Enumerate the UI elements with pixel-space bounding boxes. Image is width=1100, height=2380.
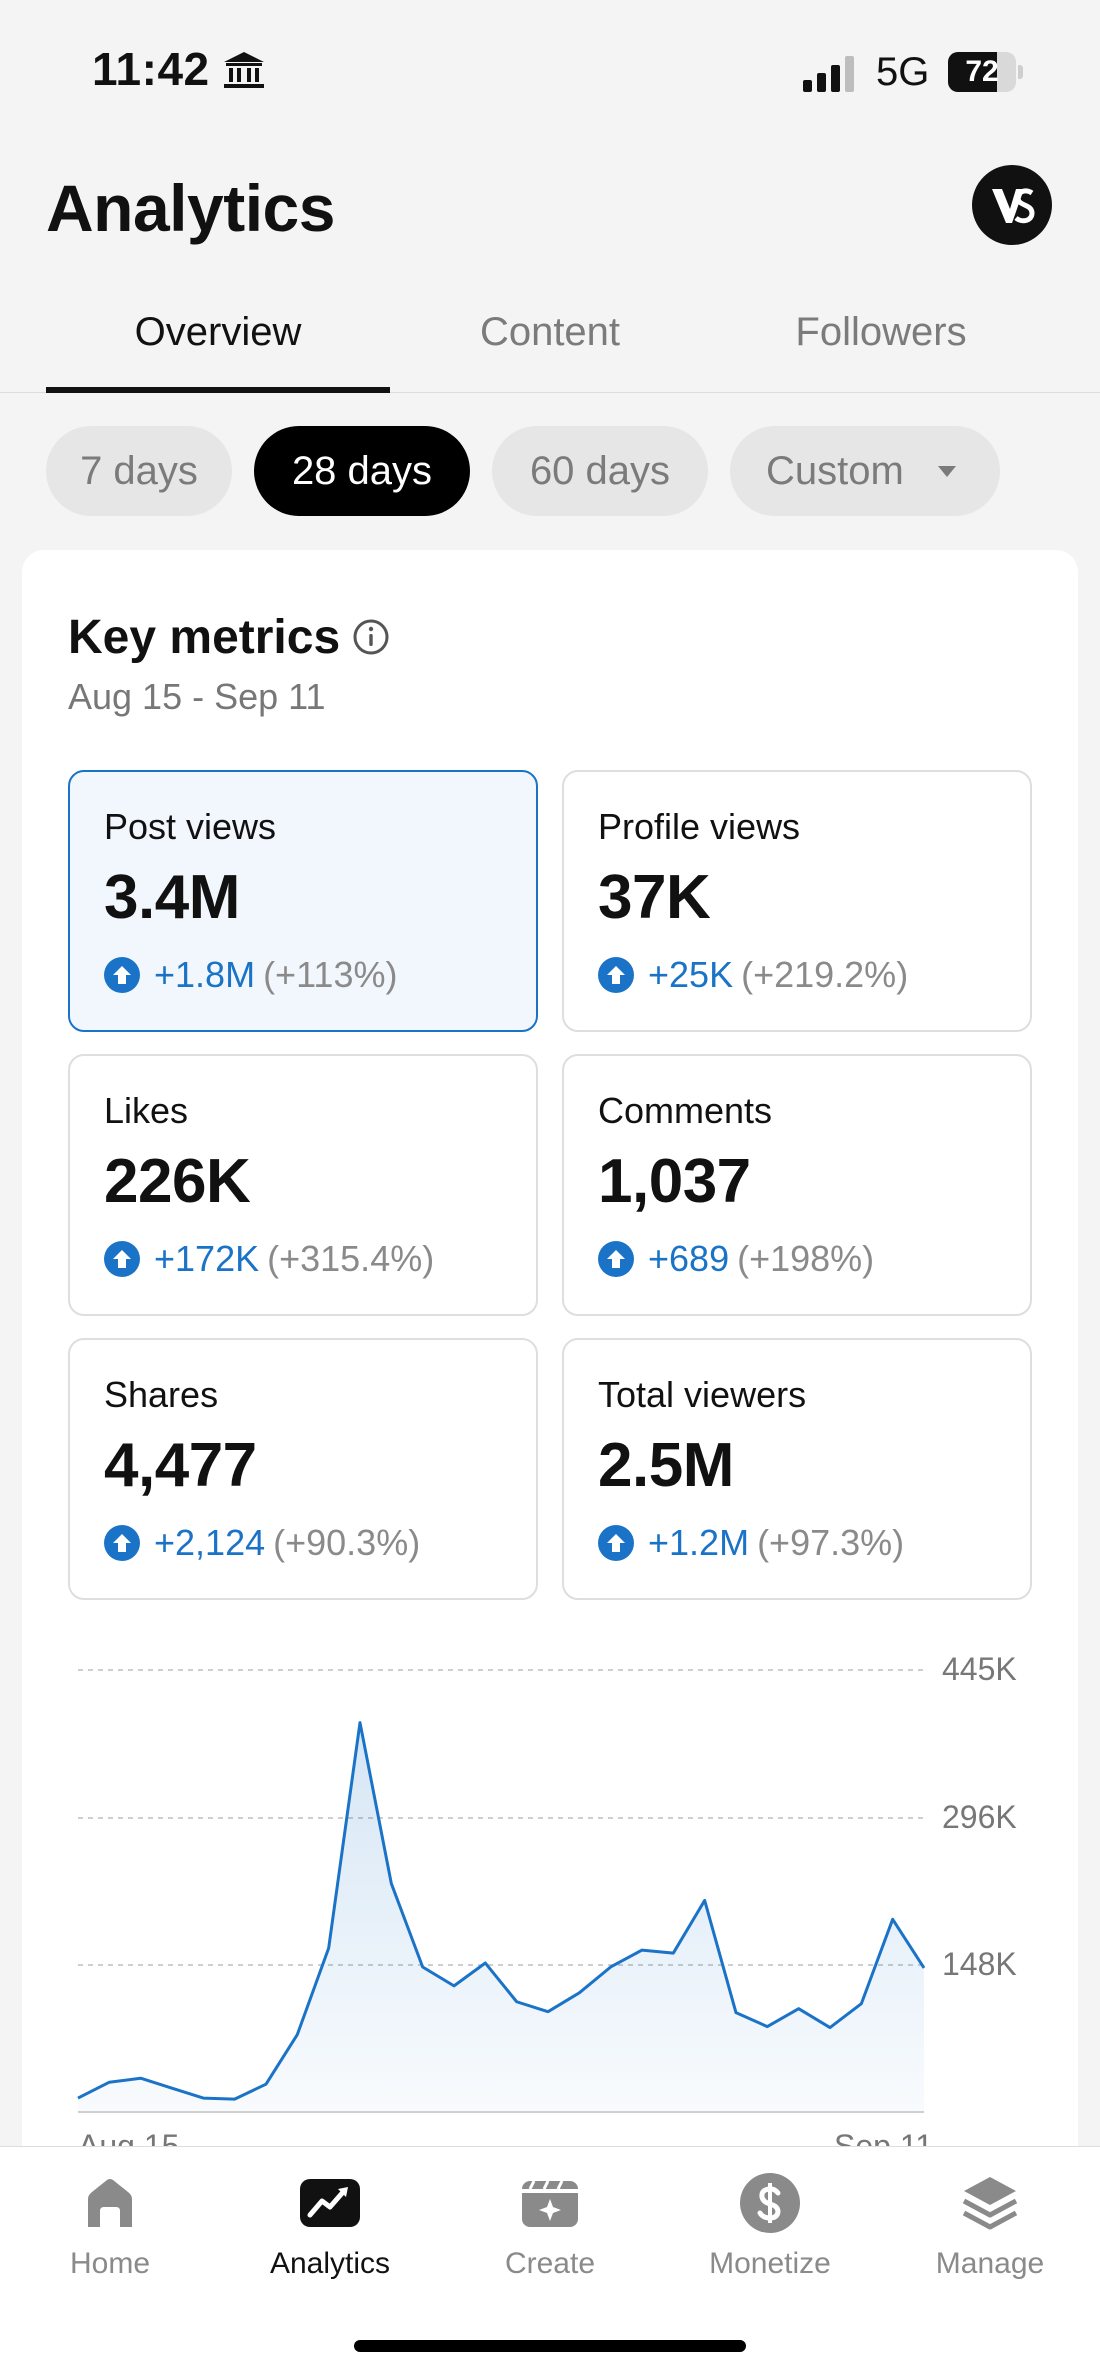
nav-manage[interactable]: Manage (880, 2171, 1100, 2311)
tab-label: Content (479, 310, 621, 354)
metric-card-profile-views[interactable]: Profile views 37K +25K (+219.2%) (562, 770, 1032, 1032)
tab-followers[interactable]: Followers (740, 310, 1022, 393)
metric-delta: +689 (648, 1238, 730, 1279)
y-tick-label: 296K (942, 1798, 1017, 1835)
network-label: 5G (876, 50, 930, 94)
tab-overview[interactable]: Overview (46, 310, 390, 393)
y-tick-label: 445K (942, 1651, 1017, 1687)
metric-card-total-viewers[interactable]: Total viewers 2.5M +1.2M (+97.3%) (562, 1338, 1032, 1600)
monetize-icon (740, 2173, 800, 2233)
metric-value: 2.5M (598, 1431, 734, 1500)
tab-label: Followers (795, 310, 967, 354)
metric-label: Post views (104, 806, 277, 847)
metric-change: +689 (+198%) (598, 1238, 874, 1282)
metric-label: Comments (598, 1090, 773, 1131)
arrow-up-icon (104, 1525, 140, 1561)
date-range: Aug 15 - Sep 11 (68, 676, 326, 717)
metric-delta: +172K (154, 1238, 260, 1279)
tab-content[interactable]: Content (410, 310, 690, 393)
metric-card-post-views[interactable]: Post views 3.4M +1.8M (+113%) (68, 770, 538, 1032)
page-title: Analytics (46, 171, 335, 245)
tab-label: Overview (134, 310, 302, 354)
nav-home[interactable]: Home (0, 2171, 220, 2311)
chip-label: Custom (766, 449, 904, 493)
metric-card-comments[interactable]: Comments 1,037 +689 (+198%) (562, 1054, 1032, 1316)
metric-percent: (+315.4%) (267, 1238, 435, 1279)
metric-change: +25K (+219.2%) (598, 954, 908, 998)
chip-label: 28 days (291, 449, 433, 493)
range-chip-custom[interactable]: Custom (730, 426, 1000, 516)
metric-delta: +25K (648, 954, 734, 995)
metric-value: 1,037 (598, 1147, 751, 1216)
chip-label: 60 days (529, 449, 671, 493)
nav-label: Monetize (709, 2247, 831, 2280)
metric-delta: +1.8M (154, 954, 256, 995)
info-icon[interactable] (352, 618, 390, 656)
range-chip-60-days[interactable]: 60 days (492, 426, 708, 516)
arrow-up-icon (598, 957, 634, 993)
analytics-icon (300, 2179, 360, 2227)
nav-label: Create (504, 2247, 596, 2280)
key-metrics-title: Key metrics (68, 611, 341, 664)
range-chip-28-days[interactable]: 28 days (254, 426, 470, 516)
metric-card-shares[interactable]: Shares 4,477 +2,124 (+90.3%) (68, 1338, 538, 1600)
bank-icon (224, 52, 264, 88)
metric-percent: (+113%) (263, 954, 398, 995)
metric-label: Likes (104, 1090, 189, 1131)
nav-monetize[interactable]: Monetize (660, 2171, 880, 2311)
metric-change: +172K (+315.4%) (104, 1238, 434, 1282)
nav-label: Manage (935, 2247, 1045, 2280)
home-indicator (354, 2340, 746, 2352)
battery-icon: 72 (948, 52, 1024, 92)
avatar[interactable] (972, 165, 1052, 245)
arrow-up-icon (598, 1525, 634, 1561)
arrow-up-icon (104, 1241, 140, 1277)
metric-value: 226K (104, 1147, 251, 1216)
avatar-logo-icon (992, 188, 1035, 224)
metric-value: 37K (598, 863, 711, 932)
nav-label: Analytics (269, 2247, 391, 2280)
metric-value: 3.4M (104, 863, 240, 932)
range-chip-7-days[interactable]: 7 days (46, 426, 232, 516)
metric-change: +1.8M (+113%) (104, 954, 397, 998)
battery-level: 72 (965, 55, 999, 88)
metric-label: Profile views (598, 806, 801, 847)
nav-label: Home (69, 2247, 151, 2280)
metric-percent: (+90.3%) (273, 1522, 421, 1563)
manage-icon (962, 2177, 1018, 2230)
create-icon (522, 2180, 578, 2227)
nav-analytics[interactable]: Analytics (220, 2171, 440, 2311)
signal-icon (803, 56, 854, 92)
status-time: 11:42 (92, 43, 210, 95)
metric-change: +1.2M (+97.3%) (598, 1522, 904, 1566)
tab-bar: Overview Content Followers (0, 300, 1100, 393)
caret-down-icon (938, 466, 956, 477)
metric-percent: (+219.2%) (741, 954, 909, 995)
metric-label: Total viewers (598, 1374, 807, 1415)
metric-delta: +2,124 (154, 1522, 266, 1563)
arrow-up-icon (104, 957, 140, 993)
metric-delta: +1.2M (648, 1522, 750, 1563)
status-bar: 11:42 5G 72 (0, 0, 1100, 150)
metric-change: +2,124 (+90.3%) (104, 1522, 420, 1566)
metric-value: 4,477 (104, 1431, 257, 1500)
metric-label: Shares (104, 1374, 219, 1415)
chip-label: 7 days (80, 449, 198, 493)
y-tick-label: 148K (942, 1945, 1017, 1982)
home-icon (88, 2179, 132, 2227)
nav-create[interactable]: Create (440, 2171, 660, 2311)
arrow-up-icon (598, 1241, 634, 1277)
metric-card-likes[interactable]: Likes 226K +172K (+315.4%) (68, 1054, 538, 1316)
metric-percent: (+97.3%) (757, 1522, 905, 1563)
metric-percent: (+198%) (737, 1238, 875, 1279)
